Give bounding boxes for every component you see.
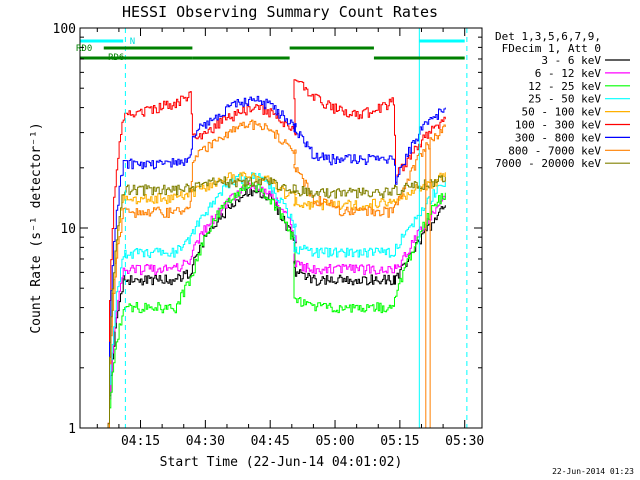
y-tick-label: 10 xyxy=(60,222,76,237)
series-layer xyxy=(107,79,446,428)
legend-entry: 300 - 800 keV xyxy=(515,131,601,144)
y-axis-label: Count Rate (s⁻¹ detector⁻¹) xyxy=(29,122,44,333)
x-tick-label: 05:00 xyxy=(315,434,354,449)
saa-label-rd6: RD6 xyxy=(108,53,124,63)
x-axis-label: Start Time (22-Jun-14 04:01:02) xyxy=(160,455,403,470)
y-tick-label: 1 xyxy=(68,422,76,437)
legend-entry: 3 - 6 keV xyxy=(541,54,601,67)
series-line xyxy=(108,182,446,428)
legend-entry: 7000 - 20000 keV xyxy=(495,157,601,170)
x-tick-label: 05:30 xyxy=(445,434,484,449)
y-tick-label: 100 xyxy=(53,22,76,37)
timestamp-label: 22-Jun-2014 01:23 xyxy=(552,467,634,476)
x-tick-label: 04:15 xyxy=(121,434,160,449)
saa-label-rd0: RD0 xyxy=(76,44,92,54)
series-line xyxy=(108,172,446,428)
legend-entry: 12 - 25 keV xyxy=(528,80,601,93)
legend-entry: 25 - 50 keV xyxy=(528,93,601,106)
x-tick-label: 04:45 xyxy=(251,434,290,449)
legend-entry: 6 - 12 keV xyxy=(535,67,602,80)
chart-title: HESSI Observing Summary Count Rates xyxy=(122,3,438,21)
x-tick-label: 05:15 xyxy=(380,434,419,449)
legend: Det 1,3,5,6,7,9,FDecim 1, Att 03 - 6 keV… xyxy=(495,30,630,170)
legend-entry: 50 - 100 keV xyxy=(522,106,602,119)
series-line xyxy=(108,95,446,428)
series-line xyxy=(108,182,446,428)
legend-entry: 100 - 300 keV xyxy=(515,119,601,132)
axis-layer: RD0 04:15 04:30 04:45 05:00 05:15 05:30 1 10 100 xyxy=(53,22,485,449)
x-tick-label: 04:30 xyxy=(186,434,225,449)
annotation-layer: N RD6 xyxy=(80,28,468,428)
series-line xyxy=(108,119,446,428)
legend-header: Det 1,3,5,6,7,9, xyxy=(495,30,601,43)
night-label: N xyxy=(130,37,135,47)
series-line xyxy=(107,79,446,428)
series-line xyxy=(107,175,446,428)
legend-entry: 800 - 7000 keV xyxy=(508,144,601,157)
legend-header: FDecim 1, Att 0 xyxy=(502,42,601,55)
